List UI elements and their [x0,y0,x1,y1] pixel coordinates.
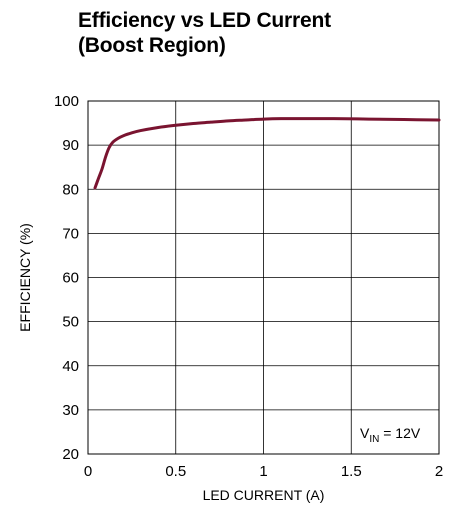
vin-annotation-sub: IN [369,434,379,445]
x-axis-label: LED CURRENT (A) [203,487,325,503]
x-tick-label: 1.5 [341,463,362,480]
y-tick-label: 90 [62,137,79,154]
x-tick-label: 0 [84,463,92,480]
x-tick-label: 2 [435,463,443,480]
chart-title: Efficiency vs LED Current (Boost Region) [78,8,448,58]
y-axis-label: EFFICIENCY (%) [17,223,33,332]
chart-title-line-2: (Boost Region) [78,34,226,57]
y-tick-label: 50 [62,314,79,331]
series-layer [93,117,441,190]
x-tick-label: 0.5 [165,463,186,480]
y-tick-label: 20 [62,446,79,463]
vin-annotation-value: = 12V [379,425,421,441]
y-tick-label: 70 [62,225,79,242]
plot-area-frame [87,100,440,455]
grid-lines [88,101,439,454]
vin-annotation: VIN = 12V [360,425,421,445]
tick-labels: 20 30 40 50 60 70 80 90 100 0 0.5 1 1.5 2 [54,93,443,480]
y-tick-label: 40 [62,358,79,375]
y-tick-label: 30 [62,402,79,419]
y-tick-label: 80 [62,181,79,198]
efficiency-series-line [93,117,441,190]
y-tick-label: 60 [62,270,79,287]
chart-title-line-1: Efficiency vs LED Current [78,9,331,32]
x-tick-label: 1 [259,463,267,480]
vin-annotation-v: V [360,425,370,441]
y-tick-label: 100 [54,93,79,110]
